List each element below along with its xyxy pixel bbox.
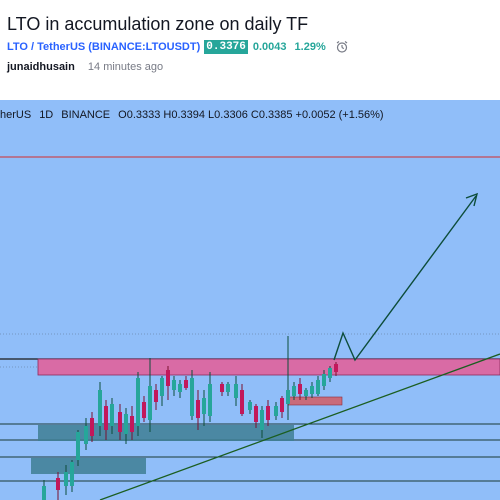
accumulation-zone [38,425,294,441]
legend-symbol: herUS [0,109,32,121]
candle-body [90,418,94,436]
candle-body [136,378,140,426]
candle-body [334,364,338,372]
chart-legend: herUS 1D BINANCE O0.3333 H0.3394 L0.3306… [0,108,384,122]
candle-body [98,390,102,426]
candle-body [286,390,290,404]
candle-body [124,414,128,434]
idea-header: LTO in accumulation zone on daily TF LTO… [0,0,500,100]
candle-body [178,384,182,392]
alarm-clock-icon[interactable] [335,40,349,54]
candle-body [196,400,200,418]
candle-body [304,390,308,396]
author-name[interactable]: junaidhusain [7,61,75,73]
candle-body [184,380,188,388]
candle-body [130,416,134,432]
candle-body [190,378,194,416]
candle-body [76,432,80,460]
chart-canvas [0,156,500,500]
idea-title: LTO in accumulation zone on daily TF [7,14,309,34]
chart-area[interactable]: herUS 1D BINANCE O0.3333 H0.3394 L0.3306… [0,100,500,500]
candle-body [56,478,60,490]
candle-body [172,380,176,390]
candle-body [274,406,278,416]
candle-body [142,402,146,418]
candle-body [84,426,88,444]
candle-body [110,404,114,426]
candle-body [154,390,158,402]
trendline [99,353,500,500]
resistance-zone [37,358,500,376]
candle-body [310,386,314,394]
author-row: junaidhusain 14 minutes ago [7,61,163,73]
candle-body [234,384,238,398]
candlesticks [42,336,338,500]
candle-body [70,462,74,486]
candle-body [260,410,264,430]
candle-body [118,412,122,432]
candle-body [148,386,152,420]
small-zone [287,396,343,406]
candle-body [160,378,164,396]
candle-body [292,386,296,396]
candle-body [254,406,258,422]
candle-body [208,384,212,416]
candle-body [298,384,302,394]
candle-body [240,390,244,414]
arrow-head [465,192,478,207]
candle-body [316,380,320,394]
price-change: 0.0043 [252,41,287,53]
candle-body [104,406,108,430]
candle-body [42,486,46,500]
symbol-link[interactable]: LTO / TetherUS [7,41,86,53]
price-change-percent: 1.29% [294,41,326,53]
candle-body [248,402,252,410]
candle-body [328,368,332,378]
projection-path [333,195,477,362]
candle-body [64,472,68,486]
candle-body [322,374,326,386]
candle-body [280,398,284,412]
publish-time: 14 minutes ago [87,61,164,73]
candle-body [226,384,230,392]
candle-body [220,384,224,392]
legend-exchange: BINANCE [61,109,111,121]
legend-interval: 1D [39,109,54,121]
candle-body [166,370,170,386]
price-badge: 0.3376 [204,40,248,54]
symbol-row: LTO / TetherUS (BINANCE:LTOUSDT) 0.3376 … [7,39,349,55]
candle-body [202,398,206,414]
candle-body [266,406,270,420]
legend-ohlc: O0.3333 H0.3394 L0.3306 C0.3385 +0.0052 … [118,109,384,121]
accumulation-zone-lower [31,458,146,474]
exchange-symbol-link[interactable]: (BINANCE:LTOUSDT) [88,41,201,53]
